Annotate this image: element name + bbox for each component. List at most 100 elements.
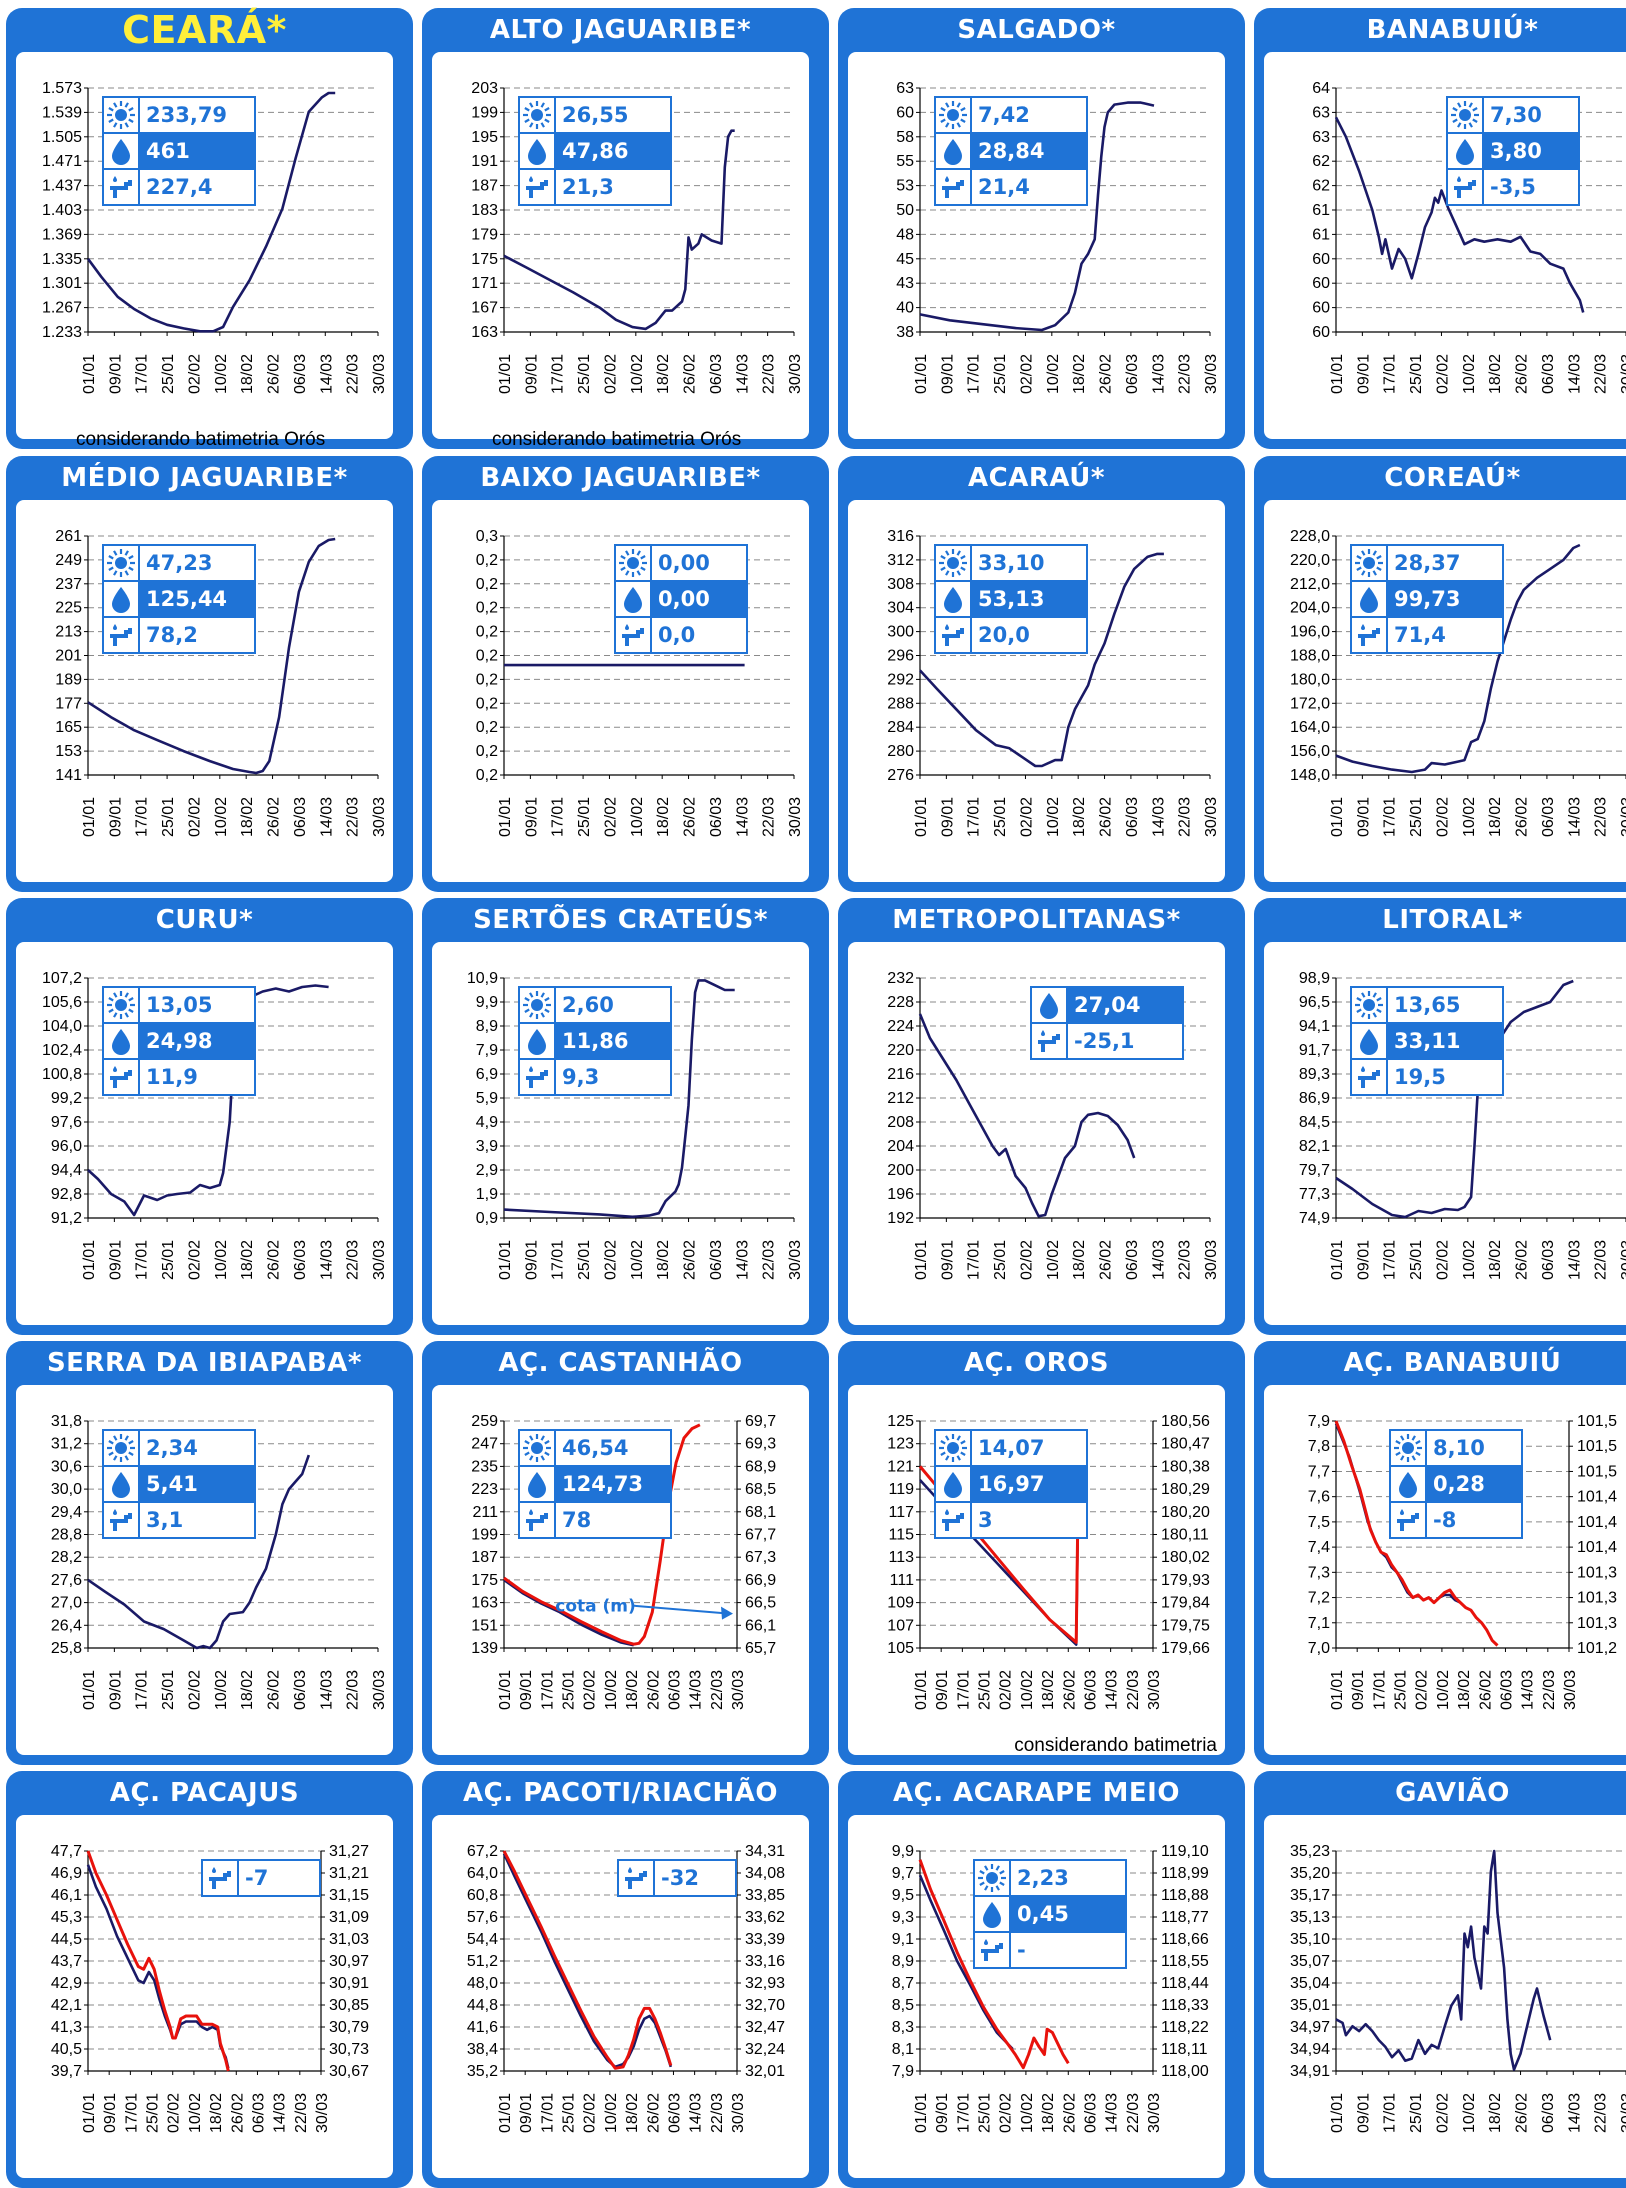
y2-tick-label: 69,3 <box>745 1436 776 1453</box>
x-tick-label: 18/02 <box>655 354 672 394</box>
x-tick-label: 06/03 <box>292 1670 309 1710</box>
series-line-1 <box>502 1850 673 2070</box>
series-line-1 <box>503 1423 701 1646</box>
panel-title: COREAÚ* <box>1384 463 1521 493</box>
y2-tick-label: 65,7 <box>745 1640 776 1657</box>
stat-row-sun: 13,65 <box>1352 988 1502 1022</box>
stat-row-tap: -8 <box>1391 1501 1521 1537</box>
y-tick-label: 60,8 <box>467 1887 498 1904</box>
y-tick-label: 117 <box>888 1504 914 1521</box>
y-tick-label: 183 <box>471 202 498 219</box>
x-tick-label: 14/03 <box>1104 2093 1121 2133</box>
chart-13: 259 69,7 247 69,3 235 68,9 223 68,5 211 68,1 199 67… <box>471 1413 776 1710</box>
y-tick-label: 9,9 <box>476 994 498 1011</box>
x-tick-label: 02/02 <box>186 797 203 837</box>
x-tick-label: 30/03 <box>371 797 388 837</box>
sun-icon <box>936 1431 972 1465</box>
x-tick-label: 09/01 <box>1355 354 1372 394</box>
y2-tick-label: 33,62 <box>745 1909 785 1926</box>
stat-value: 3,1 <box>146 1508 184 1532</box>
y-tick-label: 34,97 <box>1290 2019 1330 2036</box>
panel-3: BANABUIÚ* 64 63 63 62 62 61 61 60 60 60 60 01/01 09/0… <box>1254 8 1626 449</box>
x-tick-label: 25/01 <box>576 1240 593 1280</box>
x-tick-label: 30/03 <box>371 1670 388 1710</box>
y-tick-label: 212,0 <box>1290 576 1330 593</box>
y-tick-label: 232 <box>887 970 914 987</box>
tap-icon <box>520 1060 556 1094</box>
x-tick-label: 01/01 <box>913 354 930 394</box>
y-tick-label: 8,9 <box>476 1018 498 1035</box>
x-tick-label: 09/01 <box>1350 1670 1367 1710</box>
x-tick-label: 09/01 <box>939 1240 956 1280</box>
stat-row-tap: 19,5 <box>1352 1058 1502 1094</box>
stat-value: 21,3 <box>562 175 614 199</box>
stat-value: 33,11 <box>1394 1029 1461 1053</box>
x-tick-label: 25/01 <box>1408 2093 1425 2133</box>
stats-box: 0,00 0,00 0,0 <box>614 544 748 654</box>
y-tick-label: 10,9 <box>467 970 498 987</box>
y2-tick-label: 180,20 <box>1161 1504 1210 1521</box>
y2-tick-label: 69,7 <box>745 1413 776 1430</box>
y2-tick-label: 30,91 <box>329 1975 369 1992</box>
stat-row-tap: 71,4 <box>1352 616 1502 652</box>
y-tick-label: 44,8 <box>467 1997 498 2014</box>
y-tick-label: 151 <box>471 1617 498 1634</box>
x-tick-label: 10/02 <box>603 1670 620 1710</box>
panel-body <box>1264 1815 1626 2178</box>
y-tick-label: 54,4 <box>467 1931 498 1948</box>
x-tick-label: 14/03 <box>1566 354 1583 394</box>
x-tick-label: 02/02 <box>1434 354 1451 394</box>
y-tick-label: 0,2 <box>476 552 498 569</box>
chart-5: 0,3 0,2 0,2 0,2 0,2 0,2 0,2 0,2 0,2 0,2 0,2 01/01 09… <box>476 528 804 837</box>
y-tick-label: 7,8 <box>1308 1438 1330 1455</box>
stat-value: -8 <box>1433 1508 1457 1532</box>
stat-value: 33,10 <box>978 551 1045 575</box>
y-tick-label: 180,0 <box>1290 671 1330 688</box>
panel-title: AÇ. BANABUIÚ <box>1343 1348 1562 1378</box>
tap-icon <box>619 1861 655 1895</box>
x-tick-label: 26/02 <box>645 2093 662 2133</box>
y-tick-label: 1.267 <box>42 300 82 317</box>
y-tick-label: 163 <box>471 1595 498 1612</box>
stat-row-sun: 13,05 <box>104 988 254 1022</box>
panel-19: GAVIÃO 35,23 35,20 35,17 35,13 35,10 35,07 35,0… <box>1254 1771 1626 2188</box>
y2-tick-label: 31,09 <box>329 1909 369 1926</box>
x-tick-label: 22/03 <box>761 354 778 394</box>
y-tick-label: 30,6 <box>51 1458 82 1475</box>
stat-value: 0,45 <box>1017 1902 1069 1926</box>
x-tick-label: 10/02 <box>213 1670 230 1710</box>
y-tick-label: 1.301 <box>42 275 82 292</box>
x-tick-label: 18/02 <box>1040 2093 1057 2133</box>
x-tick-label: 18/02 <box>1071 1240 1088 1280</box>
y-tick-label: 60 <box>1312 251 1330 268</box>
stat-row-drop: 28,84 <box>936 132 1086 168</box>
y-tick-label: 187 <box>471 178 498 195</box>
x-tick-label: 09/01 <box>939 354 956 394</box>
y-tick-label: 191 <box>471 153 498 170</box>
stat-value: 13,65 <box>1394 993 1461 1017</box>
series-line-0 <box>1335 979 1574 1219</box>
y-tick-label: 40,5 <box>51 2041 82 2058</box>
y-tick-label: 60 <box>896 104 914 121</box>
x-tick-label: 17/01 <box>539 1670 556 1710</box>
stats-box: 13,65 33,11 19,5 <box>1350 986 1504 1096</box>
y-tick-label: 99,2 <box>51 1090 82 1107</box>
stat-row-tap: 3,1 <box>104 1501 254 1537</box>
panel-8: CURU* 107,2 105,6 104,0 102,4 100,8 99,2 97,6 96… <box>6 898 413 1335</box>
y-tick-label: 312 <box>887 552 914 569</box>
y2-tick-label: 118,55 <box>1161 1953 1209 1970</box>
x-tick-label: 26/02 <box>1098 797 1115 837</box>
x-tick-label: 01/01 <box>1329 2093 1346 2133</box>
x-tick-label: 09/01 <box>1355 797 1372 837</box>
y2-tick-label: 101,5 <box>1577 1413 1617 1430</box>
tap-icon <box>104 170 140 204</box>
x-tick-label: 18/02 <box>239 1670 256 1710</box>
stat-row-drop: 124,73 <box>520 1465 670 1501</box>
y2-tick-label: 118,99 <box>1161 1865 1209 1882</box>
stat-row-drop: 0,45 <box>975 1895 1125 1931</box>
x-tick-label: 30/03 <box>314 2093 331 2133</box>
x-tick-label: 14/03 <box>318 797 335 837</box>
x-tick-label: 10/02 <box>187 2093 204 2133</box>
y-tick-label: 211 <box>472 1504 498 1521</box>
y-tick-label: 35,23 <box>1290 1843 1330 1860</box>
